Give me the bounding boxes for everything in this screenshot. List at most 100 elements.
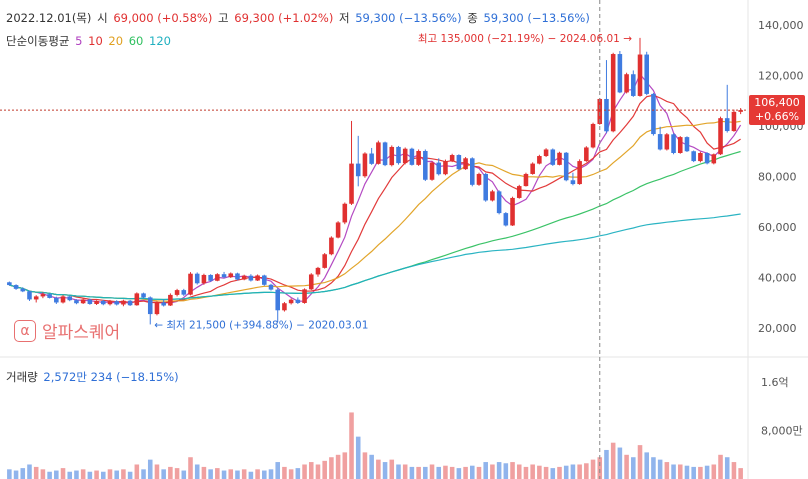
low-value: 59,300 (−13.56%) <box>355 11 462 25</box>
candle-body <box>228 273 234 278</box>
volume-bar <box>369 454 374 479</box>
candle-body <box>282 303 287 311</box>
chart-markers: 최고 135,000 (−21.19%) − 2024.06.01 → ← 최저 … <box>0 0 748 479</box>
header-date: 2022.12.01(목) <box>6 11 92 25</box>
candle-body <box>429 162 435 180</box>
candle-body <box>470 158 475 185</box>
y-tick-label: 120,000 <box>758 70 804 83</box>
candle-body <box>543 149 549 157</box>
ohlc-header: 2022.12.01(목) 시 69,000 (+0.58%) 고 69,300… <box>6 10 592 26</box>
ma-120-label[interactable]: 120 <box>149 34 171 48</box>
volume-bar <box>557 466 562 479</box>
candle-body <box>181 290 187 295</box>
ma-5-label[interactable]: 5 <box>75 34 83 48</box>
candle-body <box>691 151 696 162</box>
y-tick-label: 60,000 <box>758 221 797 234</box>
candle-body <box>651 93 656 135</box>
volume-bar <box>423 466 428 479</box>
volume-bar <box>503 463 509 479</box>
volume-bar <box>201 466 207 479</box>
candle-body <box>731 111 737 132</box>
volume-bar <box>476 466 482 479</box>
volume-bar <box>188 457 193 479</box>
candle-body <box>483 173 488 201</box>
volume-bar <box>590 459 596 479</box>
candle-body <box>87 299 93 304</box>
volume-bar <box>241 469 247 479</box>
ma-10-line <box>9 94 741 304</box>
candle-body <box>315 267 321 275</box>
candle-body <box>423 150 428 180</box>
volume-bar <box>731 462 737 479</box>
volume-bar <box>248 471 254 479</box>
candle-body <box>241 275 247 280</box>
candle-body <box>456 155 462 170</box>
candle-body <box>67 296 73 301</box>
candle-body <box>275 289 280 311</box>
candle-body <box>335 222 341 238</box>
candle-body <box>617 54 623 93</box>
candle-body <box>577 161 582 185</box>
candle-body <box>308 274 314 290</box>
volume-bar <box>228 469 234 479</box>
volume-bar <box>637 445 643 479</box>
ma-legend[interactable]: 단순이동평균 5 10 20 60 120 <box>6 33 173 49</box>
volume-bar <box>396 464 401 479</box>
volume-bar <box>402 464 408 479</box>
logo-text: 알파스퀘어 <box>42 323 121 343</box>
volume-bar <box>570 464 576 479</box>
volume-bar <box>691 466 696 479</box>
candle-body <box>248 275 254 281</box>
volume-bar <box>268 469 274 479</box>
candle-body <box>677 137 683 154</box>
volume-bar <box>67 471 73 479</box>
candle-body <box>107 301 113 305</box>
candle-body <box>121 300 126 305</box>
candle-body <box>268 284 274 290</box>
candle-body <box>516 186 522 198</box>
candle-body <box>33 296 39 300</box>
candle-body <box>718 118 723 155</box>
candle-body <box>657 134 663 150</box>
volume-bar <box>47 471 52 479</box>
candle-body <box>134 293 140 306</box>
volume-bar <box>624 454 629 479</box>
candle-body <box>664 134 670 150</box>
volume-bar <box>60 468 66 479</box>
candle-body <box>624 74 629 93</box>
current-price-tag: 106,400 +0.66% <box>749 95 805 125</box>
ma-60-label[interactable]: 60 <box>128 34 144 48</box>
candle-body <box>47 294 52 298</box>
volume-bar <box>308 462 314 479</box>
volume-bar <box>463 466 468 479</box>
volume-bar <box>161 469 166 479</box>
high-label: 고 <box>218 11 229 25</box>
candle-body <box>201 274 207 284</box>
current-price-change: +0.66% <box>754 110 800 123</box>
volume-bar <box>577 464 582 479</box>
alpha-logo-icon: α <box>14 319 36 342</box>
volume-bar <box>677 464 683 479</box>
candle-body <box>671 134 676 154</box>
ma-10-label[interactable]: 10 <box>88 34 103 48</box>
volume-bar <box>127 471 133 479</box>
low-label: 저 <box>338 11 350 25</box>
volume-bar <box>597 457 603 479</box>
ma-20-label[interactable]: 20 <box>108 34 124 48</box>
candle-body <box>355 163 361 177</box>
candle-body <box>221 274 227 278</box>
volume-tick-label: 8,000만 <box>761 425 803 438</box>
candle-body <box>127 300 133 306</box>
volume-bar <box>523 466 529 479</box>
volume-bar <box>456 468 462 479</box>
volume-bar <box>429 464 435 479</box>
ma-5-line <box>9 73 742 304</box>
candle-body <box>537 156 542 164</box>
candle-body <box>610 54 616 132</box>
candle-body <box>262 275 267 285</box>
candle-body <box>74 300 79 304</box>
volume-bar <box>483 462 488 479</box>
